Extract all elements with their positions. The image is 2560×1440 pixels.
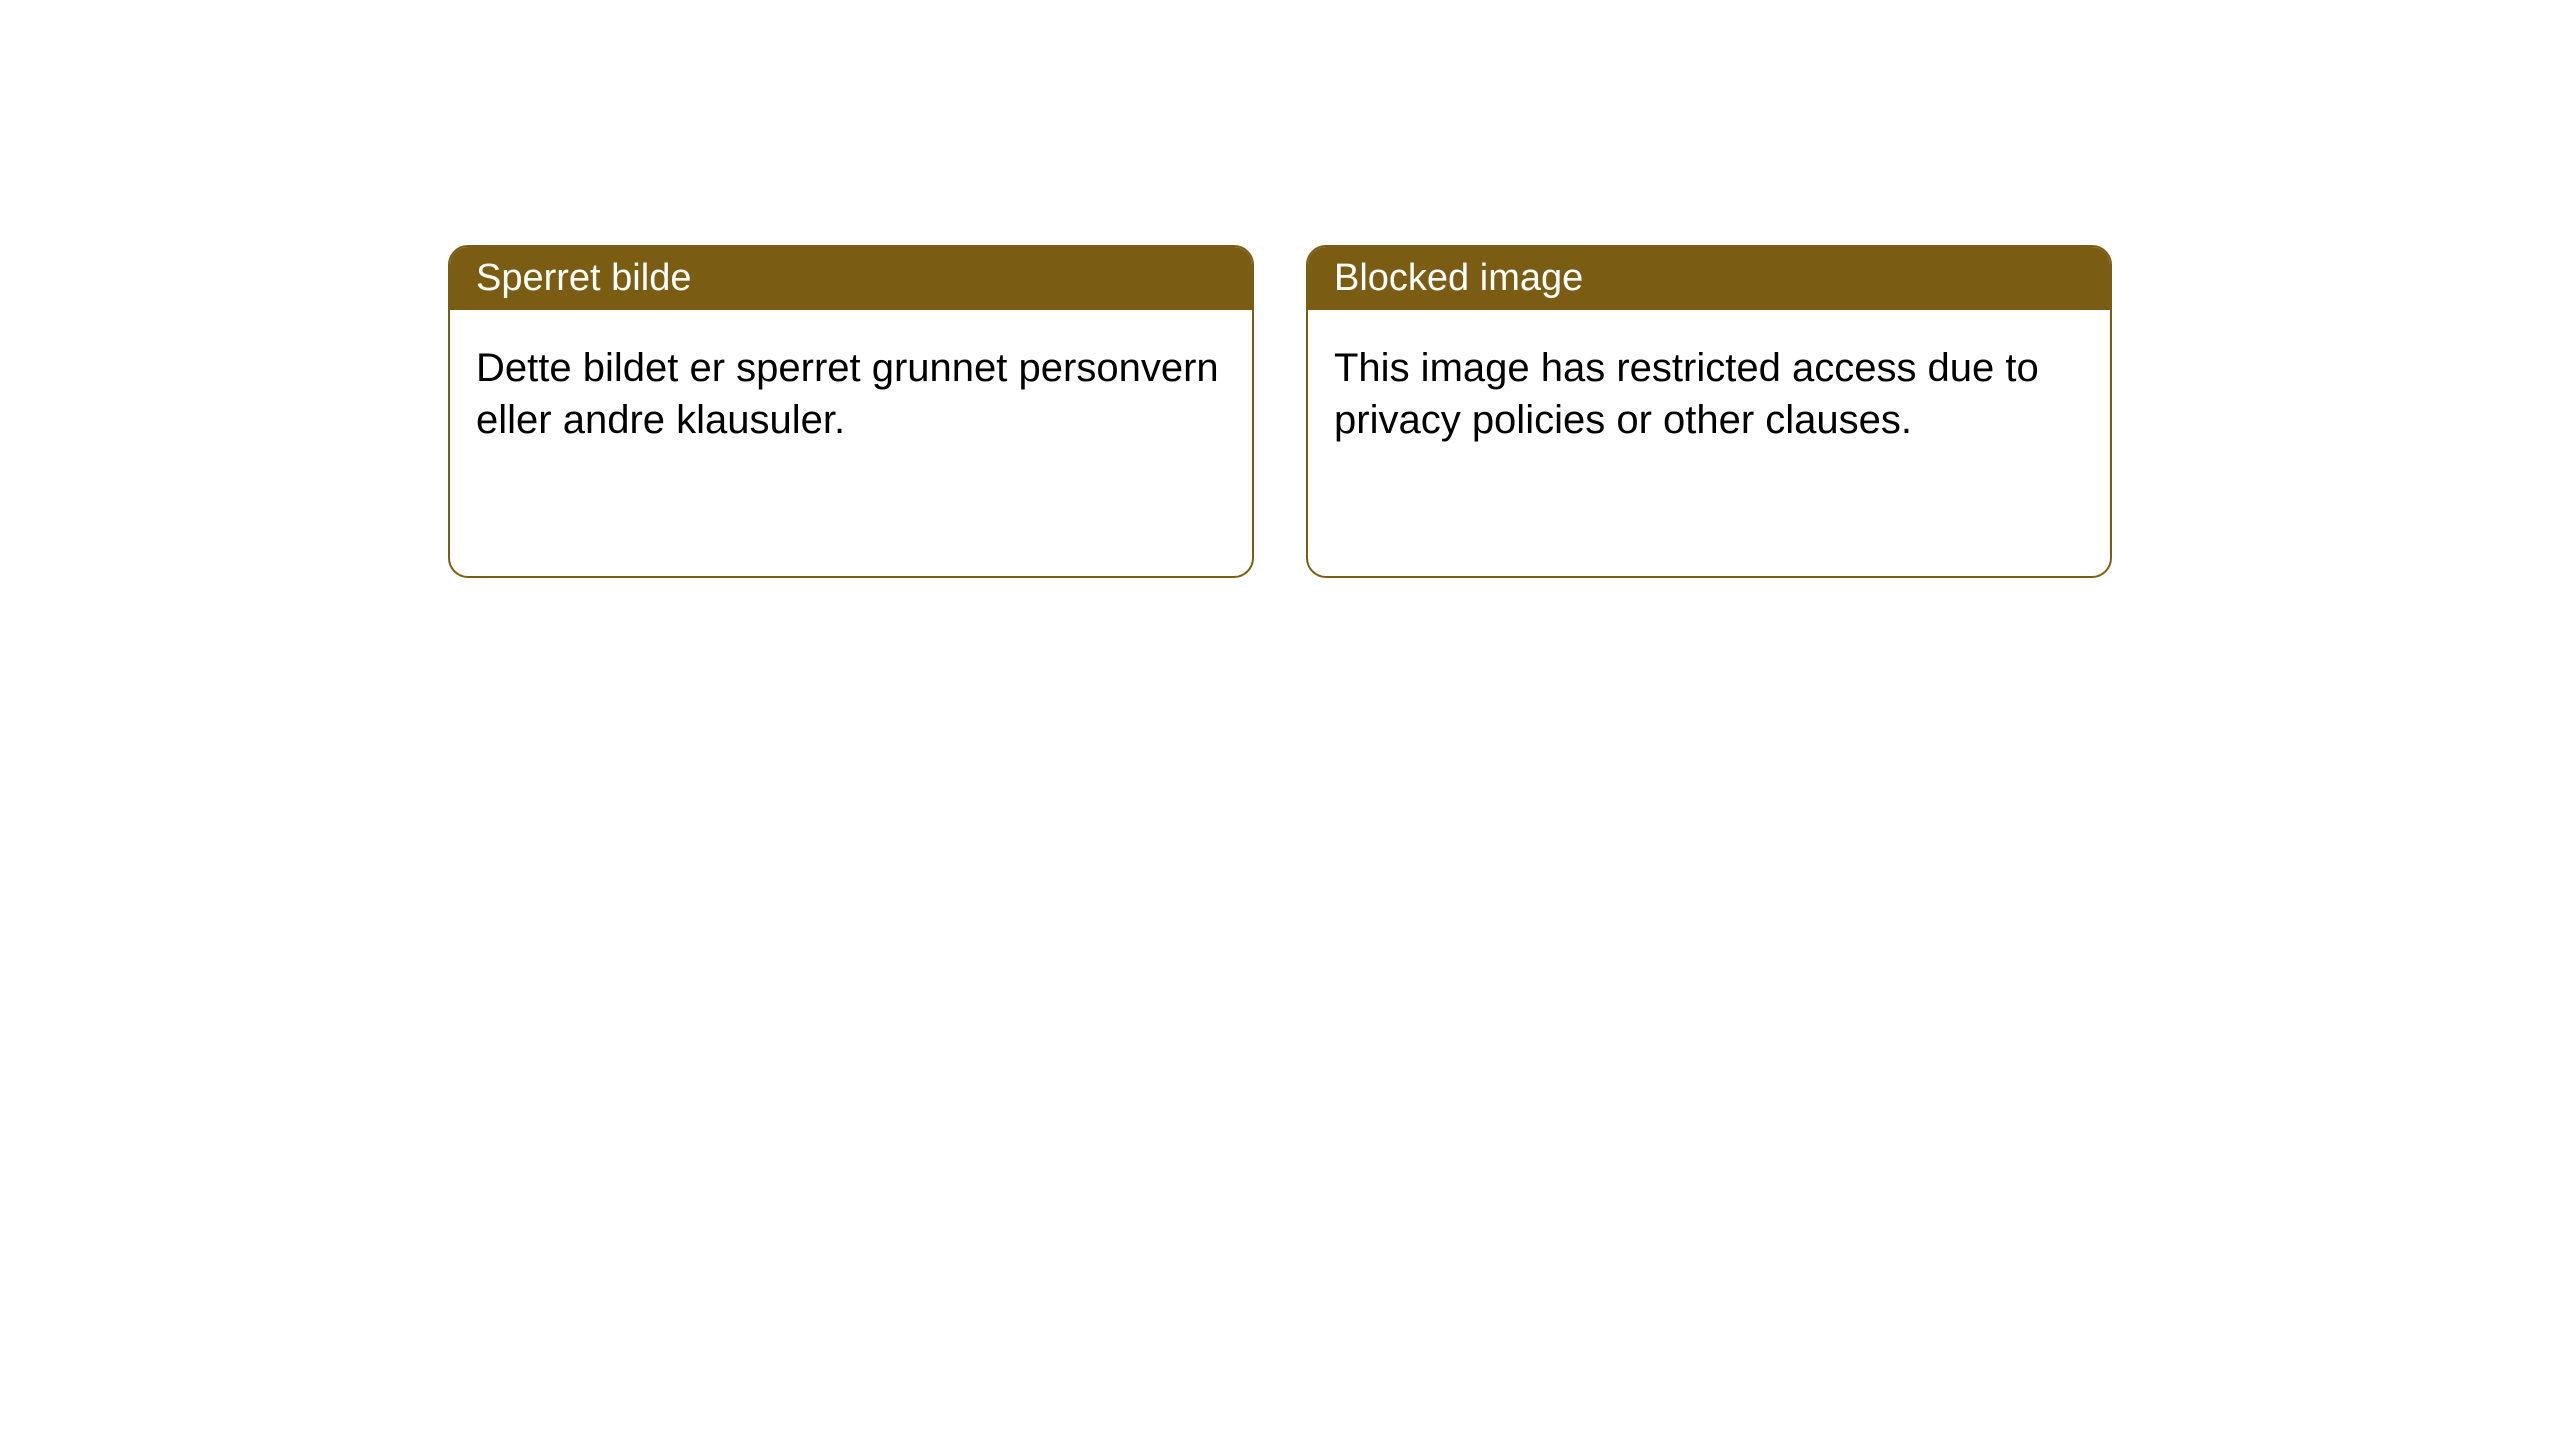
- notice-header-english: Blocked image: [1308, 247, 2110, 310]
- notice-body-english: This image has restricted access due to …: [1308, 310, 2110, 478]
- notice-card-english: Blocked image This image has restricted …: [1306, 245, 2112, 578]
- notice-header-norwegian: Sperret bilde: [450, 247, 1252, 310]
- notice-container: Sperret bilde Dette bildet er sperret gr…: [0, 0, 2560, 578]
- notice-card-norwegian: Sperret bilde Dette bildet er sperret gr…: [448, 245, 1254, 578]
- notice-body-norwegian: Dette bildet er sperret grunnet personve…: [450, 310, 1252, 478]
